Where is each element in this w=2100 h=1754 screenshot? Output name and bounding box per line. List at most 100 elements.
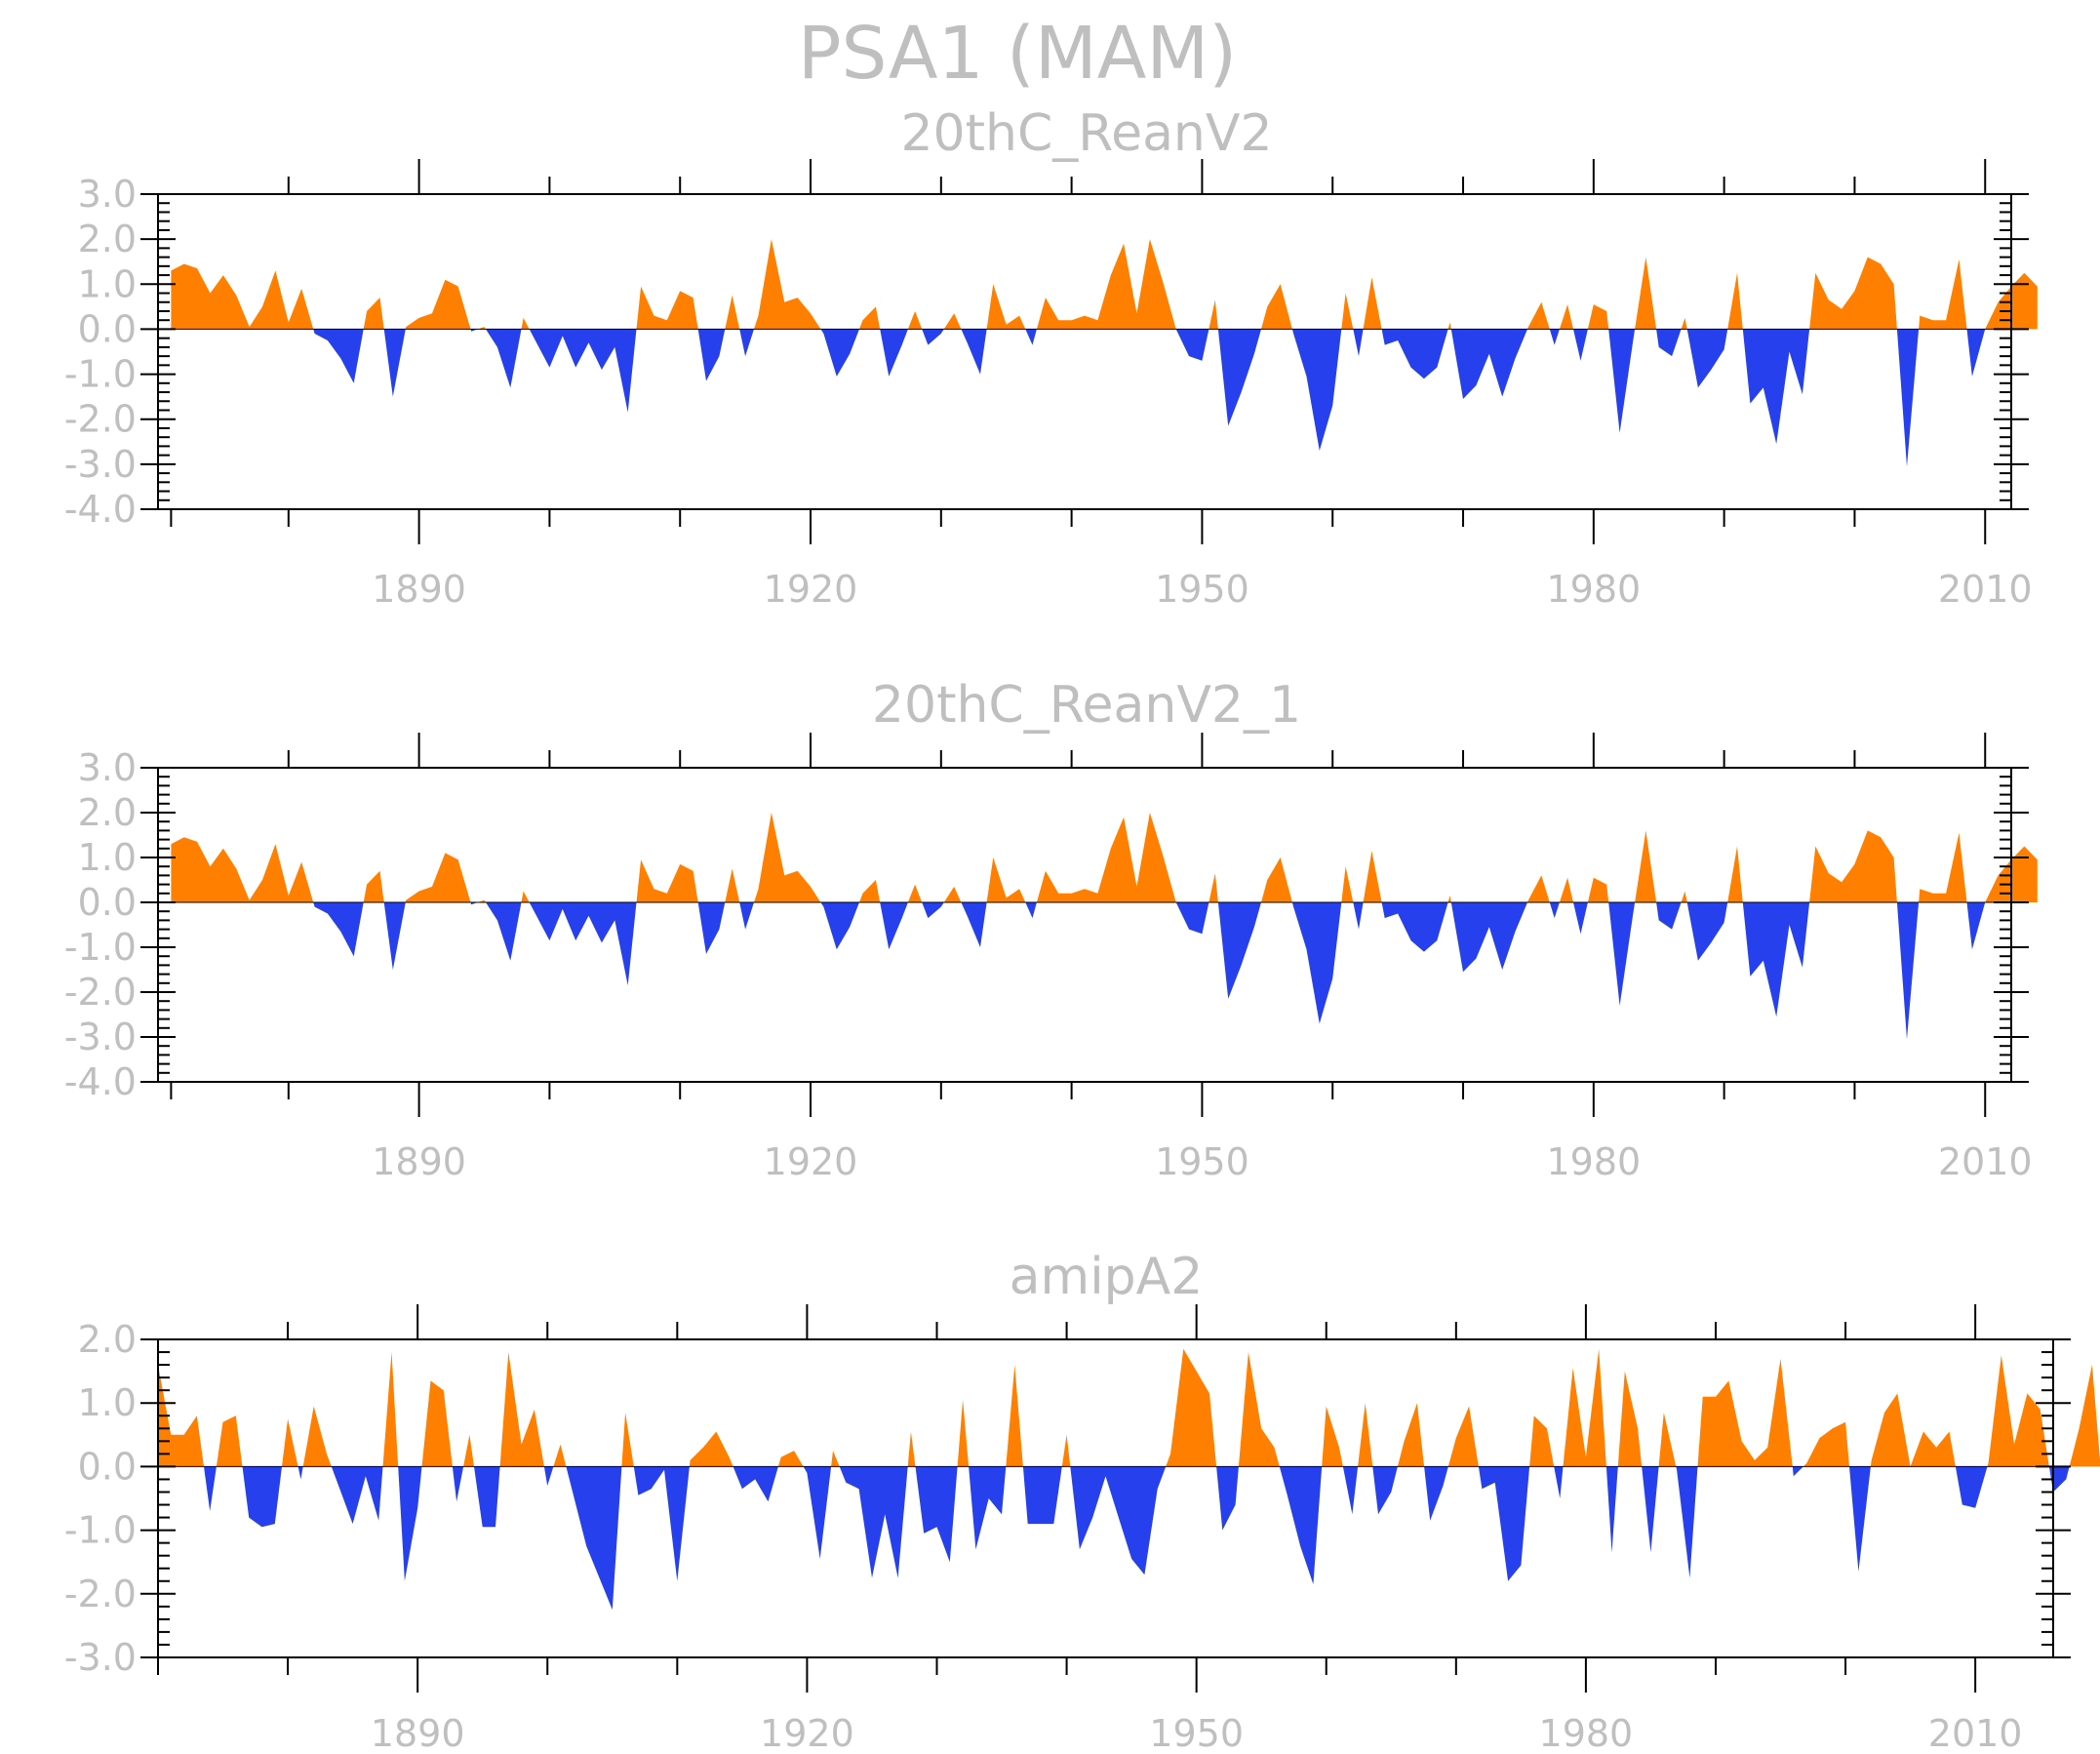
positive-anomaly-area-18 [907,884,923,902]
negative-anomaly-area-62 [2048,1466,2070,1493]
positive-anomaly-area-22 [777,1451,804,1467]
negative-anomaly-area-13 [739,329,754,357]
negative-anomaly-area-1 [313,902,364,957]
negative-anomaly-area-29 [1291,902,1342,1024]
panel-title: 20thC_ReanV2 [900,104,1272,163]
positive-anomaly-area-10 [636,286,698,330]
negative-anomaly-area-21 [733,1466,778,1502]
negative-anomaly-area-33 [1381,902,1448,952]
negative-anomaly-area-37 [1279,1466,1323,1584]
negative-anomaly-area-17 [566,1466,622,1611]
y-tick-label: 3.0 [78,173,137,216]
negative-anomaly-area-39 [1573,902,1588,935]
positive-anomaly-area-2 [363,870,384,902]
x-tick-label: 1950 [1149,1712,1244,1754]
positive-anomaly-area-40 [1587,304,1609,330]
positive-anomaly-area-30 [1006,1365,1023,1467]
negative-anomaly-area-27 [915,1466,958,1563]
negative-anomaly-area-37 [1549,902,1560,919]
panel-20thC-ReanV2-1: 20thC_ReanV2_1 3.02.01.00.0-1.0-2.0-3.0-… [64,676,2038,1183]
negative-anomaly-area-9 [398,1466,422,1581]
negative-anomaly-area-21 [961,329,987,375]
negative-anomaly-area-45 [1478,1466,1530,1581]
positive-anomaly-area-6 [302,1406,332,1467]
positive-anomaly-area-10 [421,1380,453,1467]
y-tick-label: -2.0 [64,1573,137,1615]
positive-anomaly-area-30 [1341,866,1354,902]
negative-anomaly-area-11 [697,329,726,381]
positive-anomaly-area-4 [282,1418,298,1467]
positive-anomaly-area-54 [1697,1358,1793,1467]
y-tick-label: -3.0 [64,1636,137,1679]
y-tick-label: -4.0 [64,1060,137,1103]
negative-anomaly-area-19 [922,329,944,345]
negative-anomaly-area-7 [331,1466,383,1525]
negative-anomaly-area-13 [474,1466,500,1528]
negative-anomaly-area-51 [1642,1466,1659,1553]
x-tick-label: 1980 [1546,1140,1641,1183]
negative-anomaly-area-17 [880,902,908,950]
negative-anomaly-area-33 [1381,329,1448,379]
positive-anomaly-area-14 [754,239,821,330]
negative-anomaly-area-3 [383,329,406,397]
positive-anomaly-area-34 [1447,896,1451,902]
negative-anomaly-area-35 [1216,1466,1239,1531]
positive-anomaly-area-61 [1987,1355,2049,1467]
positive-anomaly-area-44 [1681,317,1687,330]
negative-anomaly-area-11 [697,902,726,954]
x-tick-label: 1950 [1155,1140,1249,1183]
positive-anomaly-area-20 [689,1431,733,1467]
negative-anomaly-area-15 [820,329,859,377]
positive-anomaly-area-38 [1559,877,1573,902]
x-tick-label: 1950 [1155,568,1249,611]
positive-anomaly-area-12 [463,1434,474,1467]
negative-anomaly-area-47 [1554,1466,1564,1498]
negative-anomaly-area-45 [1686,329,1728,388]
positive-anomaly-area-12 [725,295,740,330]
negative-anomaly-area-9 [529,902,637,986]
positive-anomaly-area-36 [1238,1352,1280,1467]
positive-anomaly-area-30 [1341,293,1354,330]
negative-anomaly-area-43 [1656,329,1682,357]
positive-anomaly-area-46 [1727,846,1743,902]
positive-anomaly-area-38 [1559,304,1573,330]
negative-anomaly-area-35 [1450,902,1527,973]
negative-anomaly-area-3 [242,1466,282,1528]
negative-anomaly-area-29 [969,1466,1007,1550]
negative-anomaly-area-43 [1424,1466,1448,1521]
negative-anomaly-area-3 [383,902,406,970]
positive-anomaly-area-42 [1635,830,1657,902]
negative-anomaly-area-57 [1849,1466,1871,1572]
positive-anomaly-area-10 [636,859,698,902]
negative-anomaly-area-60 [1955,1466,1988,1508]
y-tick-label: -1.0 [64,1509,137,1552]
negative-anomaly-area-31 [1353,329,1364,357]
positive-anomaly-area-28 [1261,857,1292,902]
y-tick-label: 0.0 [78,1445,137,1488]
negative-anomaly-area-35 [1450,329,1527,399]
positive-anomaly-area-4 [405,853,471,902]
x-tick-label: 2010 [1928,1712,2023,1754]
positive-anomaly-area-63 [2069,1365,2100,1467]
positive-anomaly-area-2 [363,298,384,330]
panel-20thC-ReanV2: 20thC_ReanV2 3.02.01.00.0-1.0-2.0-3.0-4.… [64,104,2038,611]
negative-anomaly-area-5 [297,1466,303,1480]
x-tick-label: 1920 [764,568,858,611]
negative-anomaly-area-17 [880,329,908,377]
y-tick-label: -4.0 [64,488,137,531]
negative-anomaly-area-45 [1686,902,1728,961]
main-title: PSA1 (MAM) [798,12,1237,96]
positive-anomaly-area-46 [1529,1415,1555,1467]
negative-anomaly-area-23 [1025,902,1037,919]
positive-anomaly-area-42 [1635,257,1657,330]
negative-anomaly-area-11 [452,1466,464,1502]
y-tick-label: 1.0 [78,836,137,879]
positive-anomaly-area-16 [859,880,881,902]
negative-anomaly-area-49 [1605,1466,1618,1553]
negative-anomaly-area-43 [1656,902,1682,930]
x-tick-label: 1980 [1546,568,1641,611]
y-tick-label: -3.0 [64,1016,137,1058]
positive-anomaly-area-34 [1447,322,1451,330]
y-tick-label: 2.0 [78,218,137,260]
